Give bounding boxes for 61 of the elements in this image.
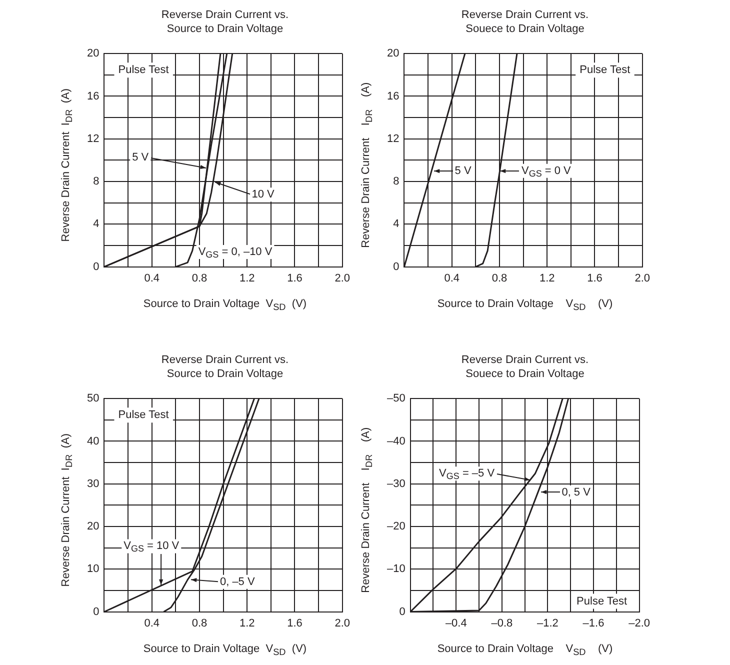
annotation: 5 V xyxy=(132,152,150,164)
x-tick-label: 0.4 xyxy=(144,617,160,630)
y-tick-label: 8 xyxy=(93,176,100,188)
annotation: 10 V xyxy=(252,188,276,201)
y-tick-label: 16 xyxy=(86,90,100,102)
y-tick-label: –50 xyxy=(386,392,406,405)
x-tick-label: 1.6 xyxy=(287,617,302,630)
y-tick-label: 0 xyxy=(93,260,100,273)
y-tick-label: 12 xyxy=(386,132,400,145)
y-tick-label: 12 xyxy=(86,132,100,145)
x-tick-label: –1.6 xyxy=(582,617,604,630)
x-tick-label: 0.8 xyxy=(192,272,208,284)
x-tick-label: 0.4 xyxy=(444,272,460,284)
annotation: Pulse Test xyxy=(576,595,628,608)
annotation: Pulse Test xyxy=(580,64,630,76)
x-tick-label: 0.4 xyxy=(144,272,160,284)
x-tick-label: –2.0 xyxy=(628,617,650,630)
x-tick-label: –0.8 xyxy=(491,617,513,630)
x-tick-label: 1.2 xyxy=(239,617,255,630)
y-tick-label: 40 xyxy=(86,435,100,448)
y-tick-label: 50 xyxy=(86,392,100,405)
x-tick-label: 0.8 xyxy=(492,272,508,284)
x-tick-label: 1.6 xyxy=(287,272,302,284)
annotation: 5 V xyxy=(454,164,472,177)
x-tick-label: 0.8 xyxy=(192,617,208,630)
annotation: Pulse Test xyxy=(118,64,169,76)
x-tick-label: 1.6 xyxy=(587,272,602,284)
y-tick-label: 20 xyxy=(386,48,400,60)
y-tick-label: 8 xyxy=(393,176,400,188)
y-tick-label: –10 xyxy=(386,563,406,576)
y-tick-label: 0 xyxy=(93,606,100,618)
x-tick-label: 1.2 xyxy=(539,272,555,284)
y-tick-label: 10 xyxy=(86,563,100,576)
y-tick-label: 4 xyxy=(393,218,400,230)
y-tick-label: 0 xyxy=(393,260,400,273)
x-tick-label: –1.2 xyxy=(537,617,558,630)
y-tick-label: 0 xyxy=(399,606,406,618)
x-axis-title: Source to Drain Voltage V$_{SD}$ (V) xyxy=(142,298,308,312)
x-tick-label: 2.0 xyxy=(334,617,350,630)
x-tick-label: 1.2 xyxy=(239,272,255,284)
y-tick-label: 20 xyxy=(86,48,100,60)
chart-title: Reverse Drain Current vs. Source to Drain Voltage xyxy=(160,8,290,36)
x-tick-label: 2.0 xyxy=(634,272,650,284)
y-tick-label: 20 xyxy=(86,520,100,533)
text: Source to Drain Voltage V$_{SD}$ (V) xyxy=(437,643,613,658)
x-tick-label: 2.0 xyxy=(334,272,350,284)
y-tick-label: 16 xyxy=(386,90,400,102)
x-axis-title: Source to Drain Voltage V$_{SD}$ (V) xyxy=(142,643,308,658)
chart-title: Reverse Drain Current vs. Source to Drain Voltage xyxy=(160,353,290,381)
y-tick-label: –30 xyxy=(386,478,406,490)
chart-title: Reverse Drain Current vs. Souece to Drain Voltage xyxy=(460,353,590,381)
annotation: Pulse Test xyxy=(118,409,169,422)
y-tick-label: –20 xyxy=(386,520,406,533)
y-tick-label: –40 xyxy=(386,435,406,448)
y-tick-label: 30 xyxy=(86,478,100,490)
chart-title: Reverse Drain Current vs. Souece to Drain Voltage xyxy=(460,8,590,36)
annotation: 0, 5 V xyxy=(562,486,592,498)
x-tick-label: –0.4 xyxy=(445,617,467,630)
text: Source to Drain Voltage V$_{SD}$ (V) xyxy=(437,298,613,312)
y-tick-label: 4 xyxy=(93,218,100,230)
annotation: 0, –5 V xyxy=(220,576,256,588)
